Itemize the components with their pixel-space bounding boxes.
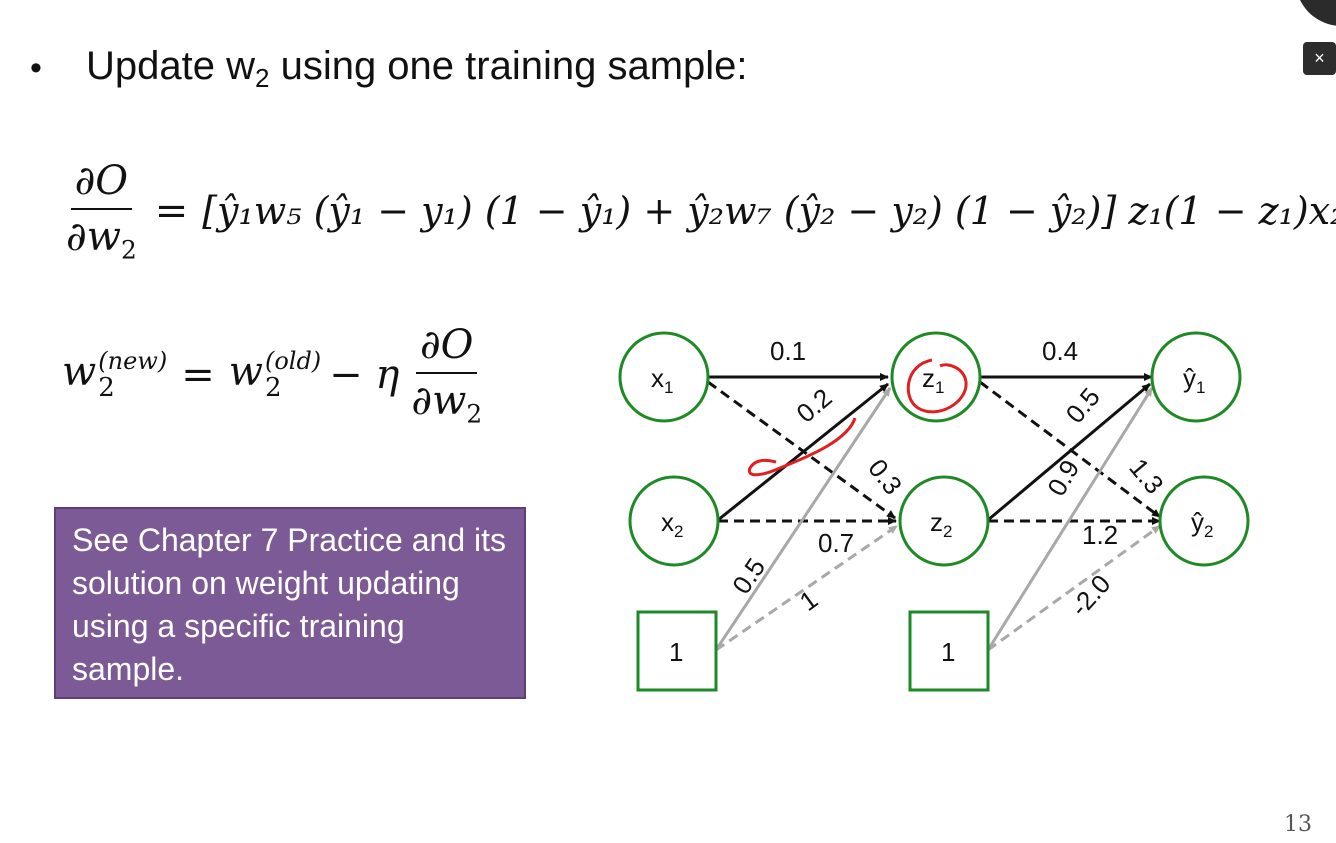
weight-z1-y1: 0.4	[1042, 336, 1078, 366]
weight-b1-z1: 0.5	[726, 553, 771, 600]
node-z1: z1	[890, 331, 982, 423]
close-button[interactable]: ×	[1303, 42, 1336, 75]
svg-text:x1: x1	[651, 363, 673, 397]
svg-text:1: 1	[941, 637, 955, 667]
node-x1: x1	[618, 331, 710, 423]
weight-b2-y1: 0.9	[1041, 455, 1085, 501]
heading-suffix: using one training sample:	[269, 44, 748, 88]
heading-prefix: Update w	[86, 44, 255, 88]
neural-network-diagram: 0.1 0.2 0.3 0.7 0.5 1 0.4 0.5 1.3 0.9 1.…	[618, 331, 1250, 692]
weight-x2-z1: 0.2	[791, 382, 838, 428]
weight-x2-z2: 0.7	[818, 528, 854, 558]
node-y1: ŷ1	[1150, 331, 1242, 423]
weight-x1-z2: 0.3	[862, 453, 908, 500]
update-numerator: ∂O	[415, 322, 478, 374]
weight-z2-y1: 0.5	[1060, 382, 1106, 429]
slide-heading: • Update w2 using one training sample:	[30, 44, 748, 94]
edge-z2-y1	[987, 382, 1151, 522]
weight-x1-z1: 0.1	[770, 336, 806, 366]
update-fraction: ∂O ∂w2	[407, 322, 486, 429]
update-rule-equation: w (new) 2 = w (old) 2 − η ∂O ∂w2	[62, 322, 486, 429]
fraction-numerator: ∂O	[70, 158, 133, 210]
edge-b2-y2	[987, 524, 1161, 652]
equals-sign-2: =	[181, 352, 215, 399]
svg-text:ŷ2: ŷ2	[1191, 507, 1213, 541]
gradient-expression: [ŷ₁w₅ (ŷ₁ − y₁) (1 − ŷ₁) + ŷ₂w₇ (ŷ₂ − y₂…	[202, 189, 1336, 234]
weight-z2-y2: 1.2	[1082, 520, 1118, 550]
svg-text:z2: z2	[930, 507, 952, 541]
node-x2: x2	[628, 475, 720, 567]
edge-b1-z1	[714, 387, 892, 651]
edge-b1-z2	[715, 524, 898, 652]
svg-text:x2: x2	[661, 507, 683, 541]
update-denominator: ∂w2	[411, 378, 483, 429]
heading-subscript: 2	[254, 63, 270, 93]
minus-eta: − η	[329, 352, 400, 399]
w-old: w (old) 2	[228, 347, 322, 404]
weight-b2-y2: -2.0	[1064, 569, 1116, 622]
edge-x2-z1	[717, 382, 889, 522]
equals-sign: =	[154, 188, 189, 235]
page-number: 13	[1284, 812, 1312, 837]
node-z2: z2	[898, 475, 990, 567]
svg-text:1: 1	[669, 637, 683, 667]
annotation-circle-z1	[906, 358, 968, 414]
gradient-fraction: ∂O ∂w2	[62, 158, 141, 265]
svg-text:z1: z1	[922, 363, 944, 397]
bias-node-hidden: 1	[908, 610, 990, 692]
node-y2: ŷ2	[1158, 475, 1250, 567]
gradient-equation: ∂O ∂w2 = [ŷ₁w₅ (ŷ₁ − y₁) (1 − ŷ₁) + ŷ₂w₇…	[62, 158, 1336, 265]
weight-b1-z2: 1	[794, 584, 823, 617]
bias-node-input: 1	[636, 610, 718, 692]
edge-x1-z2	[707, 380, 896, 520]
heading-text: Update w2 using one training sample:	[86, 44, 748, 94]
w-new: w (new) 2	[62, 347, 168, 404]
chapter-note-box: See Chapter 7 Practice and its solution …	[54, 507, 526, 699]
annotation-mark-weight	[747, 417, 857, 477]
presenter-camera-corner	[1300, 0, 1336, 26]
edge-b2-y1	[986, 387, 1154, 651]
svg-text:ŷ1: ŷ1	[1183, 363, 1205, 397]
bullet-point: •	[30, 49, 42, 87]
fraction-denominator: ∂w2	[66, 214, 137, 265]
weight-z1-y2: 1.3	[1123, 453, 1169, 500]
